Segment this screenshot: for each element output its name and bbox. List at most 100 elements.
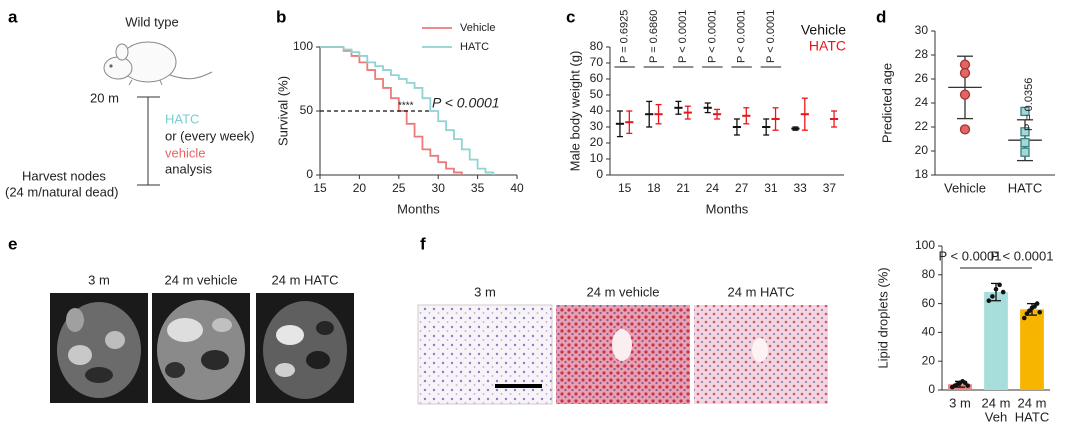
point — [1020, 106, 1030, 117]
point — [1021, 315, 1027, 321]
y-tick-label: 100 — [293, 39, 313, 53]
y-tick-label: 20 — [922, 353, 936, 367]
point — [993, 286, 999, 292]
point — [1020, 147, 1030, 157]
histology-image — [417, 304, 553, 405]
x-tick-label: HATC — [1015, 409, 1049, 424]
x-tick-label: 24 — [706, 181, 720, 195]
panel-label: e — [8, 234, 17, 253]
y-tick-label: 26 — [915, 71, 929, 85]
point — [959, 59, 971, 70]
y-tick-label: 60 — [590, 71, 604, 85]
legend-label: Vehicle — [460, 22, 495, 34]
x-tick-label: 25 — [392, 181, 406, 195]
x-tick-label: HATC — [1008, 180, 1042, 195]
y-tick-label: 0 — [928, 382, 935, 396]
y-tick-label: 0 — [306, 167, 313, 181]
x-tick-label: 33 — [793, 181, 807, 195]
y-axis-label: Lipid droplets (%) — [875, 267, 890, 368]
survival-curve — [320, 46, 495, 175]
mri-panel: 3 m 24 m vehicle 24 m HATC — [50, 272, 354, 403]
start-age: 20 m — [90, 90, 119, 105]
y-tick-label: 18 — [915, 167, 929, 181]
vessel — [752, 338, 768, 362]
histology-panel: 3 m 24 m vehicle 24 m HATC — [417, 284, 828, 405]
panel-label: a — [8, 7, 18, 26]
x-tick-label: 27 — [735, 181, 749, 195]
frequency: or (every week) — [165, 128, 255, 143]
y-axis-label: Male body weight (g) — [567, 51, 582, 172]
p-value: P < 0.0001 — [706, 10, 718, 63]
mouse-drawing — [103, 41, 213, 86]
y-tick-label: 80 — [922, 267, 936, 281]
histology-label: 3 m — [474, 284, 496, 299]
histology-label: 24 m HATC — [728, 284, 795, 299]
x-tick-label: 37 — [823, 181, 837, 195]
panel-labels: a b c d e f — [8, 7, 886, 253]
y-axis-label: Survival (%) — [275, 76, 290, 146]
y-tick-label: 20 — [915, 143, 929, 157]
annotation: **** — [398, 101, 414, 112]
x-tick-label: 24 m — [982, 395, 1011, 410]
y-axis-label: Predicted age — [879, 63, 894, 143]
y-tick-label: 0 — [596, 167, 603, 181]
point — [986, 298, 992, 304]
p-value: P < 0.0001 — [677, 10, 689, 63]
control: vehicle — [165, 145, 205, 160]
vessel — [612, 329, 632, 361]
x-axis-label: Months — [706, 201, 749, 216]
mri-label: 24 m vehicle — [165, 272, 238, 287]
x-axis-label: Months — [397, 201, 440, 216]
p-value: P < 0.0001 — [938, 248, 1001, 263]
mri-image — [256, 293, 354, 403]
y-tick-label: 50 — [300, 103, 314, 117]
y-tick-label: 20 — [590, 135, 604, 149]
y-tick-label: 50 — [590, 87, 604, 101]
histology-label: 24 m vehicle — [587, 284, 660, 299]
x-tick-label: Veh — [985, 409, 1007, 424]
point — [1037, 309, 1043, 315]
y-tick-label: 22 — [915, 119, 929, 133]
treatment: HATC — [165, 111, 199, 126]
step: analysis — [165, 161, 212, 176]
point — [990, 294, 995, 299]
point — [959, 89, 971, 100]
x-tick-label: 31 — [764, 181, 778, 195]
harvest-note: (24 m/natural dead) — [5, 184, 118, 199]
y-tick-label: 100 — [915, 238, 935, 252]
y-tick-label: 10 — [590, 151, 604, 165]
p-value: P < 0.0001 — [736, 10, 748, 63]
x-tick-label: 40 — [510, 181, 524, 195]
schematic: Wild type 20 m HATC or (every week) vehi… — [5, 14, 255, 199]
mri-label: 24 m HATC — [272, 272, 339, 287]
p-value: P < 0.0001 — [765, 10, 777, 63]
panel-label: d — [876, 7, 886, 26]
p-value: P = 0.0356 — [1023, 78, 1035, 131]
x-tick-label: 21 — [676, 181, 690, 195]
strain: Wild type — [125, 14, 178, 29]
y-tick-label: 28 — [915, 47, 929, 61]
p-value: P = 0.6925 — [619, 10, 631, 63]
x-tick-label: 3 m — [949, 395, 971, 410]
annotation: P < 0.0001 — [432, 95, 500, 111]
mri-label: 3 m — [88, 272, 110, 287]
point — [965, 383, 971, 388]
x-tick-label: 15 — [618, 181, 632, 195]
survival-curve — [320, 46, 463, 175]
y-tick-label: 30 — [590, 119, 604, 133]
panel-label: c — [566, 7, 575, 26]
y-tick-label: 30 — [915, 23, 929, 37]
x-tick-label: 15 — [313, 181, 327, 195]
x-tick-label: 24 m — [1018, 395, 1047, 410]
bar — [984, 292, 1008, 390]
p-value: P < 0.0001 — [990, 248, 1053, 263]
y-tick-label: 80 — [590, 39, 604, 53]
panel-label: f — [420, 234, 426, 253]
x-tick-label: 30 — [432, 181, 446, 195]
legend-label: HATC — [460, 41, 489, 53]
x-tick-label: 20 — [353, 181, 367, 195]
mri-image — [152, 293, 250, 403]
x-tick-label: 35 — [471, 181, 485, 195]
y-tick-label: 40 — [590, 103, 604, 117]
harvest: Harvest nodes — [22, 168, 106, 183]
